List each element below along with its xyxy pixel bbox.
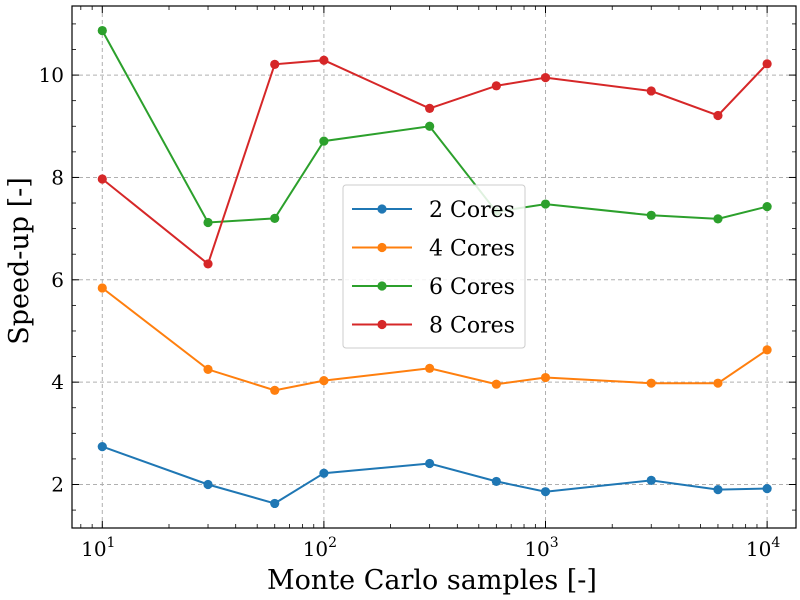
y-tick-label: 10 [39,63,64,87]
legend: 2 Cores 4 Cores 6 Cores 8 Cores [342,184,526,349]
data-point-4-cores [713,378,723,388]
legend-swatch-marker [377,242,387,253]
data-point-8-cores [203,259,213,269]
axis-ticks [72,6,796,528]
data-point-6-cores [270,213,280,223]
data-point-4-cores [97,283,107,293]
data-point-6-cores [540,199,551,209]
legend-label: 2 Cores [429,198,515,223]
x-tick-exponent: 2 [328,535,337,551]
y-tick-label: 2 [51,473,64,497]
x-tick-exponent: 4 [771,535,780,551]
data-point-4-cores [540,372,551,383]
data-point-4-cores [646,378,656,388]
x-tick-label: 101 [81,535,115,561]
series-layer [97,25,772,509]
data-point-4-cores [270,385,280,395]
data-point-2-cores [762,483,772,494]
data-point-8-cores [540,73,551,83]
x-tick-base: 10 [303,537,328,561]
y-tick-label: 8 [51,165,64,189]
x-tick-label: 102 [303,535,337,561]
legend-label: 4 Cores [429,237,515,262]
legend-item-2-cores: 2 Cores [352,198,515,223]
plot-frame [71,5,797,529]
data-point-2-cores [97,442,107,452]
data-point-2-cores [270,498,280,509]
data-point-6-cores [762,202,772,212]
x-tick-base: 10 [81,537,106,561]
data-point-8-cores [425,103,435,113]
x-tick-base: 10 [524,537,549,561]
data-point-8-cores [319,55,329,65]
data-point-2-cores [319,468,329,478]
series-8-cores [97,55,772,269]
x-axis-title: Monte Carlo samples [-] [267,565,597,596]
series-4-cores [97,283,772,395]
data-point-8-cores [713,110,723,121]
legend-item-8-cores: 8 Cores [352,314,515,339]
data-point-2-cores [646,475,656,486]
data-point-6-cores [97,25,107,36]
data-point-4-cores [491,379,501,389]
x-tick-label: 103 [524,535,558,561]
y-axis-title: Speed-up [-] [4,177,35,345]
y-tick-label: 6 [51,268,64,292]
data-point-8-cores [646,86,656,96]
data-point-6-cores [319,136,329,146]
legend-box [342,184,526,349]
data-point-2-cores [491,476,501,487]
data-point-8-cores [491,81,501,91]
data-point-2-cores [425,458,435,469]
x-tick-label: 104 [746,535,780,561]
legend-label: 6 Cores [429,275,515,300]
legend-item-6-cores: 6 Cores [352,275,515,300]
data-point-4-cores [425,363,435,373]
data-point-6-cores [203,217,213,228]
data-point-8-cores [270,59,280,69]
series-line-8-cores [101,59,768,266]
data-point-6-cores [646,210,656,220]
series-6-cores [97,25,772,228]
legend-swatch-marker [377,281,387,291]
data-point-8-cores [97,174,107,184]
data-point-2-cores [713,485,723,495]
legend-swatch-marker [377,319,387,330]
data-point-4-cores [319,376,329,386]
y-tick-label: 4 [51,370,64,394]
x-tick-exponent: 1 [107,535,116,551]
data-point-8-cores [762,59,772,69]
x-tick-base: 10 [746,537,771,561]
data-point-4-cores [203,364,213,374]
legend-swatch-marker [377,204,387,214]
series-2-cores [97,442,772,509]
series-line-6-cores [101,30,768,224]
data-point-4-cores [762,345,772,355]
series-line-2-cores [101,445,768,505]
data-point-6-cores [713,214,723,224]
series-line-4-cores [101,287,768,392]
legend-label: 8 Cores [429,314,515,339]
x-tick-exponent: 3 [550,535,559,551]
data-point-2-cores [540,487,551,497]
data-point-6-cores [425,121,435,131]
legend-item-4-cores: 4 Cores [352,237,515,262]
data-point-2-cores [203,479,213,490]
